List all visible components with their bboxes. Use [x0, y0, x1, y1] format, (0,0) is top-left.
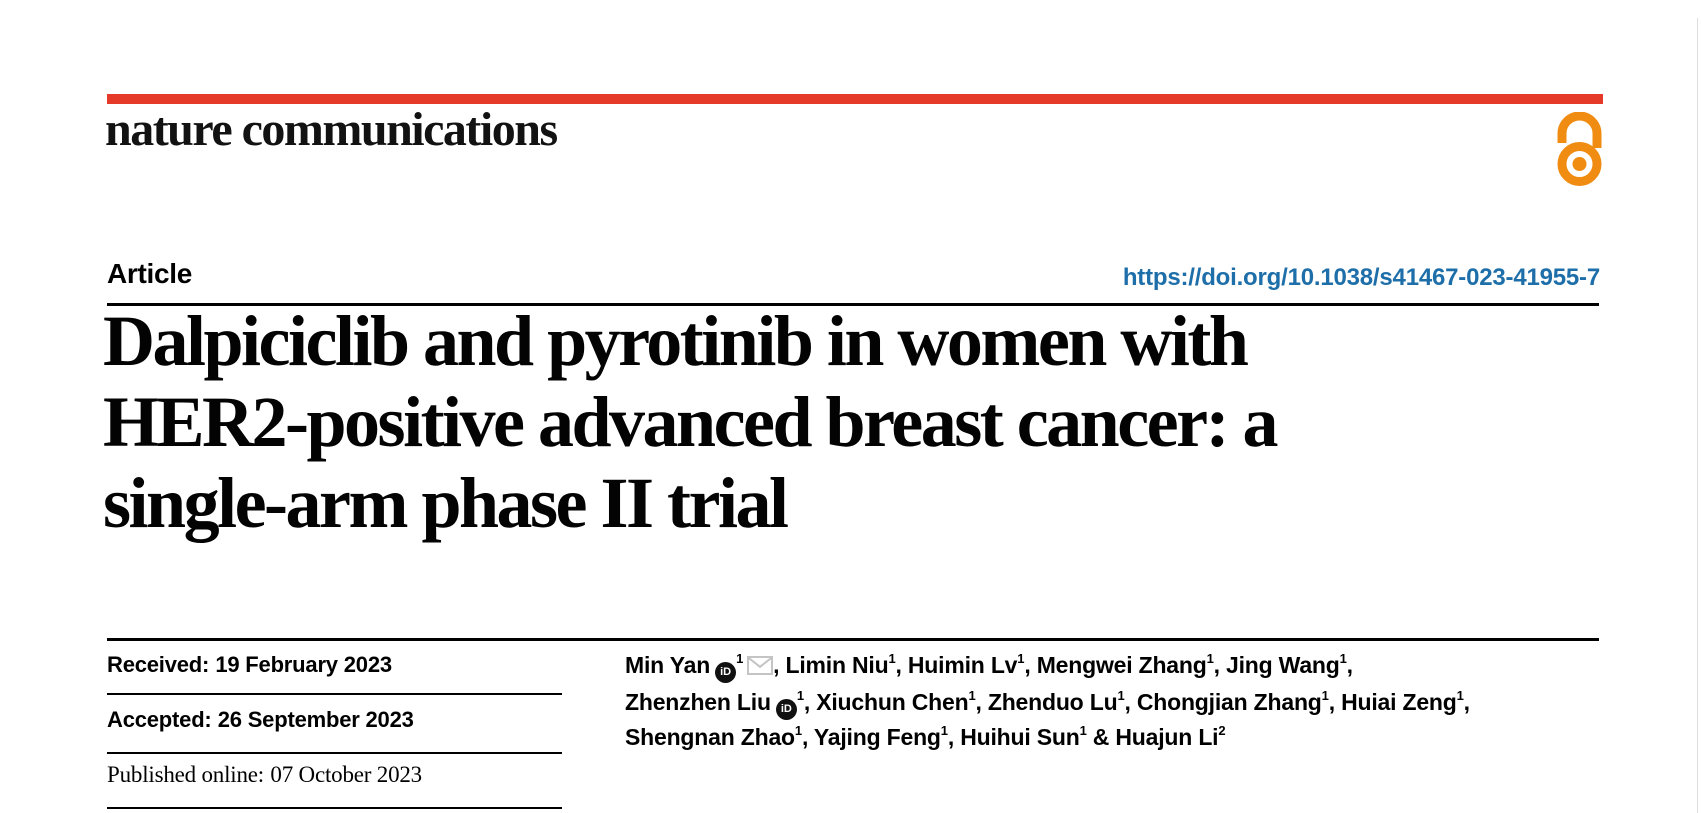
author-name-text: , Mengwei Zhang — [1024, 652, 1207, 678]
author-line: Shengnan Zhao1, Yajing Feng1, Huihui Sun… — [625, 720, 1605, 755]
author-name-text: & Huajun Li — [1086, 724, 1219, 750]
accepted-label: Accepted: — [107, 707, 212, 732]
affiliation-superscript: 1 — [1339, 651, 1347, 667]
author-name-text: , Zhenduo Lu — [975, 689, 1118, 715]
author-name-text: , Chongjian Zhang — [1124, 689, 1322, 715]
affiliation-superscript: 1 — [968, 688, 976, 704]
header-rule — [107, 303, 1599, 306]
author-name-text: , Huihui Sun — [947, 724, 1080, 750]
author-name-text: , — [1463, 689, 1470, 715]
author-list: Min Yan iD1, Limin Niu1, Huimin Lv1, Meng… — [625, 648, 1605, 755]
affiliation-superscript: 1 — [796, 688, 804, 704]
masthead-red-bar — [107, 94, 1603, 104]
article-type-label: Article — [107, 258, 193, 289]
affiliation-superscript: 1 — [794, 723, 802, 739]
date-divider — [107, 807, 562, 809]
date-divider — [107, 693, 562, 695]
page-edge-divider — [1697, 18, 1698, 813]
author-name-text: , Jing Wang — [1213, 652, 1340, 678]
affiliation-superscript: 1 — [888, 651, 896, 667]
doi-link[interactable]: https://doi.org/10.1038/s41467-023-41955… — [1122, 264, 1600, 291]
affiliation-superscript: 1 — [1206, 651, 1214, 667]
article-title-line: Dalpiciclib and pyrotinib in women with — [103, 301, 1249, 381]
article-title-line: single-arm phase II trial — [103, 463, 789, 543]
received-date-row: Received: 19 February 2023 — [107, 652, 392, 678]
affiliation-superscript: 1 — [1117, 688, 1125, 704]
orcid-icon[interactable]: iD — [775, 699, 797, 720]
author-name-text: Zhenzhen Liu — [625, 689, 771, 715]
metadata-top-rule — [107, 638, 1599, 641]
received-label: Received: — [107, 652, 210, 677]
affiliation-superscript: 1 — [1456, 688, 1464, 704]
author-line: Min Yan iD1, Limin Niu1, Huimin Lv1, Meng… — [625, 648, 1605, 685]
published-value: 07 October 2023 — [270, 762, 422, 787]
affiliation-superscript: 1 — [940, 723, 948, 739]
author-name-text: , Huimin Lv — [895, 652, 1018, 678]
affiliation-superscript: 1 — [1017, 651, 1025, 667]
received-value: 19 February 2023 — [215, 652, 392, 677]
author-name-text: , — [1346, 652, 1353, 678]
journal-logo: nature communications — [105, 103, 558, 156]
author-name-text: Shengnan Zhao — [625, 724, 795, 750]
author-line: Zhenzhen Liu iD1, Xiuchun Chen1, Zhenduo … — [625, 685, 1605, 720]
affiliation-superscript: 1 — [1321, 688, 1329, 704]
article-title-line: HER2-positive advanced breast cancer: a — [103, 382, 1279, 462]
accepted-value: 26 September 2023 — [217, 707, 414, 732]
author-name-text: , Huiai Zeng — [1328, 689, 1457, 715]
affiliation-superscript: 2 — [1218, 723, 1226, 739]
author-name-text: , Xiuchun Chen — [803, 689, 969, 715]
affiliation-superscript: 1 — [1079, 723, 1087, 739]
article-title: Dalpiciclib and pyrotinib in women with … — [103, 301, 1563, 544]
published-label: Published online: — [107, 762, 264, 787]
author-name-text: , Limin Niu — [773, 652, 889, 678]
email-envelope-icon[interactable] — [747, 650, 774, 685]
affiliation-superscript: 1 — [736, 651, 744, 667]
published-date-row: Published online: 07 October 2023 — [107, 762, 422, 788]
orcid-icon[interactable]: iD — [715, 662, 737, 683]
open-access-lock-icon — [1557, 112, 1602, 186]
author-name-text: , Yajing Feng — [801, 724, 941, 750]
date-divider — [107, 752, 562, 754]
accepted-date-row: Accepted: 26 September 2023 — [107, 707, 414, 733]
author-name-text: Min Yan — [625, 652, 711, 678]
